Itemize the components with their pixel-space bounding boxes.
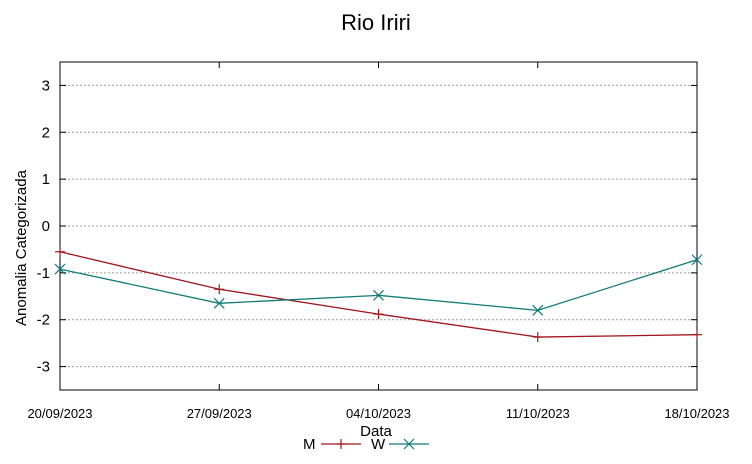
y-tick-label: 0 bbox=[42, 218, 50, 235]
data-point-M bbox=[214, 284, 225, 295]
x-tick-label: 27/09/2023 bbox=[187, 406, 252, 421]
x-tick-label: 04/10/2023 bbox=[346, 406, 411, 421]
legend-marker-W bbox=[403, 438, 415, 450]
x-axis-label: Data bbox=[360, 423, 392, 440]
y-tick-label: 2 bbox=[42, 124, 50, 141]
data-point-M bbox=[532, 332, 543, 343]
legend-item-W: W bbox=[371, 436, 429, 453]
axes bbox=[59, 61, 698, 391]
series-W bbox=[54, 254, 703, 316]
x-tick-label: 18/10/2023 bbox=[664, 406, 729, 421]
data-point-W bbox=[532, 304, 544, 316]
data-point-W bbox=[691, 254, 703, 266]
data-point-W bbox=[54, 263, 66, 275]
series-M bbox=[55, 246, 702, 343]
data-point-M bbox=[692, 329, 702, 340]
data-point-M bbox=[373, 309, 384, 320]
x-tick-label: 11/10/2023 bbox=[506, 406, 570, 421]
x-tick-label: 20/09/2023 bbox=[27, 406, 92, 421]
y-tick-label: -1 bbox=[37, 265, 50, 282]
tick-labels: -3 -2 -1 0 1 2 3 20/09/2023 27/09/2023 04/10/2023… bbox=[27, 77, 729, 421]
y-tick-label: -3 bbox=[37, 359, 50, 376]
series-line-M bbox=[59, 251, 698, 338]
y-tick-label: -2 bbox=[37, 312, 50, 329]
y-axis-label: Anomalia Categorizada bbox=[13, 169, 30, 326]
legend-item-M: M bbox=[303, 436, 361, 453]
y-tick-label: 3 bbox=[42, 77, 50, 94]
grid-lines bbox=[60, 84, 697, 368]
series-line-W bbox=[59, 259, 698, 312]
legend-label: M bbox=[303, 436, 316, 453]
y-tick-label: 1 bbox=[42, 171, 50, 188]
data-series bbox=[54, 246, 703, 343]
chart-title: Rio Iriri bbox=[341, 10, 411, 35]
data-point-W bbox=[373, 289, 384, 301]
data-point-M bbox=[55, 246, 65, 257]
legend-label: W bbox=[371, 436, 386, 453]
data-point-W bbox=[213, 297, 225, 309]
legend-marker-M bbox=[336, 439, 346, 449]
